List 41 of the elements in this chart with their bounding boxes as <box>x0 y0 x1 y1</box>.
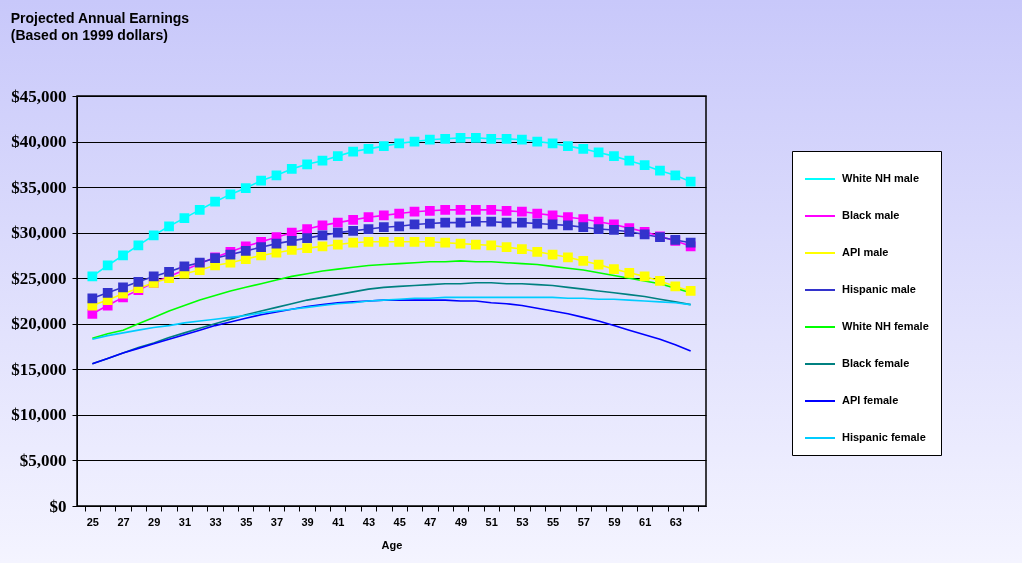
x-tick-label: 49 <box>454 515 468 528</box>
x-tick-label: 41 <box>332 515 345 528</box>
legend-label: Black male <box>842 209 900 221</box>
x-tick-label: 59 <box>608 515 621 528</box>
legend-label: Black female <box>842 357 910 369</box>
legend-label: White NH female <box>842 320 929 332</box>
x-tick-label: 39 <box>301 515 314 528</box>
y-tick-label: $25,000 <box>11 268 67 288</box>
x-tick-label: 45 <box>393 515 406 528</box>
x-tick-label: 53 <box>516 515 529 528</box>
legend-label: Hispanic female <box>842 431 926 443</box>
x-tick-label: 55 <box>546 515 560 528</box>
y-tick-label: $5,000 <box>19 450 67 470</box>
x-tick-label: 47 <box>424 515 437 528</box>
x-tick-label: 35 <box>240 515 253 528</box>
legend-label: White NH male <box>842 172 920 184</box>
x-tick-label: 37 <box>270 515 284 528</box>
y-tick-label: $40,000 <box>11 132 67 152</box>
y-tick-label: $10,000 <box>11 405 67 425</box>
chart-subtitle: (Based on 1999 dollars) <box>10 27 168 43</box>
x-tick-label: 63 <box>669 515 682 528</box>
y-tick-label: $0 <box>49 496 67 516</box>
legend-label: API female <box>842 394 899 406</box>
x-tick-label: 33 <box>209 515 222 528</box>
x-tick-label: 51 <box>485 515 498 528</box>
x-tick-label: 31 <box>178 515 192 528</box>
y-tick-label: $35,000 <box>11 177 67 197</box>
x-tick-label: 25 <box>86 515 99 528</box>
chart-title: Projected Annual Earnings <box>10 10 190 26</box>
x-tick-label: 27 <box>117 515 130 528</box>
x-tick-label: 29 <box>148 515 161 528</box>
x-tick-label: 57 <box>577 515 590 528</box>
y-tick-label: $20,000 <box>11 314 67 334</box>
x-axis-title: Age <box>381 538 403 551</box>
y-tick-label: $30,000 <box>11 223 67 243</box>
legend-label: Hispanic male <box>842 283 916 295</box>
x-tick-label: 61 <box>639 515 652 528</box>
legend-label: API male <box>842 246 889 258</box>
y-tick-label: $15,000 <box>11 359 67 379</box>
x-tick-label: 43 <box>362 515 376 528</box>
y-tick-label: $45,000 <box>11 86 67 106</box>
